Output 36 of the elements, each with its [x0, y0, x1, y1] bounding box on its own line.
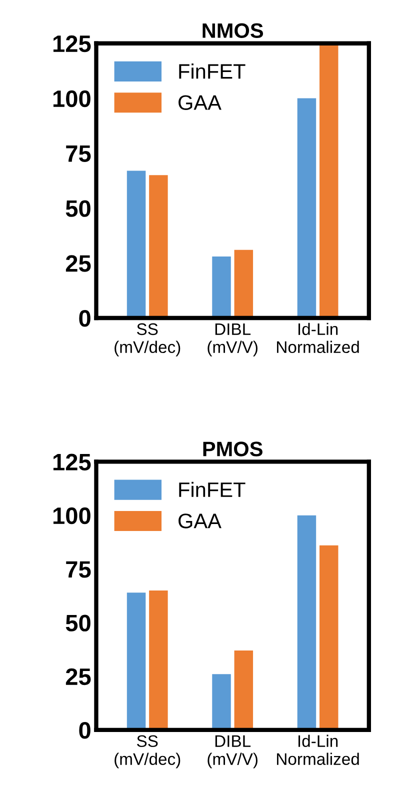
bar — [319, 545, 338, 730]
y-tick-label: 125 — [53, 35, 91, 52]
y-tick-label: 0 — [79, 722, 90, 739]
bar — [126, 592, 146, 730]
y-tick-label: 25 — [66, 668, 91, 686]
bar — [126, 170, 146, 318]
x-tick-label: DIBL (mV/V) — [208, 323, 258, 356]
bar — [149, 590, 168, 730]
y-tick-label: 25 — [66, 255, 91, 272]
y-tick-label: 125 — [53, 454, 91, 471]
bar — [212, 674, 231, 730]
x-tick-label: DIBL (mV/V) — [208, 735, 258, 768]
x-tick-label: SS (mV/dec) — [114, 323, 180, 356]
bar — [234, 250, 254, 318]
y-tick-label: 100 — [53, 90, 90, 108]
chart-title: PMOS — [203, 442, 262, 456]
chart-title: NMOS — [202, 23, 264, 38]
bar — [234, 650, 254, 730]
legend-label: FinFET — [179, 482, 246, 497]
bar — [212, 256, 231, 318]
bar — [297, 515, 316, 730]
x-tick-label: Id-Lin Normalized — [277, 322, 359, 354]
legend-label: GAA — [178, 514, 222, 528]
bar — [297, 98, 316, 318]
y-tick-label: 0 — [79, 310, 90, 327]
x-tick-label: Id-Lin Normalized — [277, 734, 359, 765]
y-tick-label: 50 — [66, 200, 90, 217]
y-tick-label: 50 — [66, 614, 90, 632]
y-tick-label: 100 — [53, 507, 90, 524]
bar — [319, 46, 338, 318]
legend-label: GAA — [178, 95, 222, 110]
y-tick-label: 75 — [66, 146, 91, 162]
bar — [149, 175, 168, 318]
y-tick-label: 75 — [66, 561, 91, 578]
x-tick-label: SS (mV/dec) — [114, 735, 180, 768]
legend-label: FinFET — [179, 63, 246, 79]
